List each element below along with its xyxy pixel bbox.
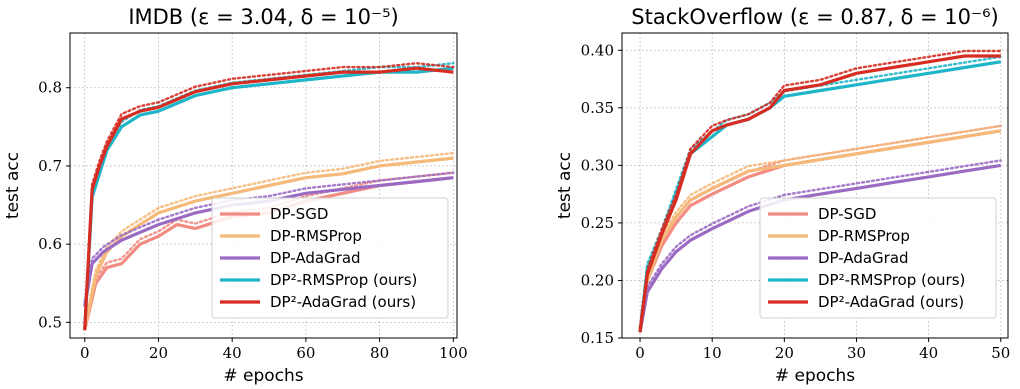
x-tick-label: 50 <box>991 344 1010 362</box>
y-tick-label: 0.40 <box>581 41 614 59</box>
legend-label: DP-SGD <box>818 205 876 223</box>
y-tick-label: 0.6 <box>38 235 62 253</box>
legend-label: DP-AdaGrad <box>818 249 909 267</box>
legend-label: DP-RMSProp <box>818 227 910 245</box>
x-tick-label: 40 <box>223 344 242 362</box>
legend: DP-SGD DP-RMSProp DP-AdaGrad DP²-RMSProp (o… <box>759 197 997 319</box>
y-axis-label: test acc <box>3 152 23 219</box>
y-tick-label: 0.30 <box>581 156 614 174</box>
plot-frame <box>621 32 1009 339</box>
y-tick-label: 0.25 <box>581 214 614 232</box>
x-tick-label: 30 <box>847 344 866 362</box>
legend: DP-SGD DP-RMSProp DP-AdaGrad DP²-RMSProp (o… <box>211 197 449 319</box>
legend-label: DP-SGD <box>270 205 328 223</box>
legend-label: DP²-RMSProp (ours) <box>818 271 965 289</box>
x-tick-label: 40 <box>919 344 938 362</box>
y-tick-label: 0.7 <box>38 157 62 175</box>
x-tick-label: 0 <box>80 344 90 362</box>
chart-title: StackOverflow (ε = 0.87, δ = 10⁻⁶) <box>631 5 998 29</box>
series-dotted-line <box>638 49 1002 329</box>
series-line <box>638 129 1002 333</box>
chart-imdb: 0 20 40 60 80 100 0.5 0.6 0.7 0.8 IMDB (ε = 3.04, … <box>3 5 468 386</box>
x-tick-label: 20 <box>149 344 168 362</box>
series-line <box>638 54 1001 333</box>
chart-title: IMDB (ε = 3.04, δ = 10⁻⁵) <box>128 5 398 29</box>
legend-label: DP²-AdaGrad (ours) <box>818 293 964 311</box>
series-line <box>83 66 454 331</box>
x-tick-label: 20 <box>775 344 794 362</box>
y-tick-label: 0.8 <box>38 79 62 97</box>
series-line <box>83 66 454 331</box>
x-tick-label: 0 <box>635 344 645 362</box>
y-tick-label: 0.15 <box>581 329 614 347</box>
x-tick-label: 80 <box>370 344 389 362</box>
x-tick-label: 100 <box>439 344 468 362</box>
legend-box <box>211 197 449 319</box>
legend-label: DP²-RMSProp (ours) <box>270 271 417 289</box>
x-axis-label: # epochs <box>223 366 303 386</box>
legend-box <box>759 197 997 319</box>
legend-label: DP-AdaGrad <box>270 249 361 267</box>
plot-frame <box>69 32 458 339</box>
series-dotted-line <box>83 171 455 327</box>
x-tick-label: 60 <box>296 344 315 362</box>
chart-stackoverflow: 0 10 20 30 40 50 0.15 0.20 0.25 0.30 0.35 0.40 Stack… <box>555 5 1010 386</box>
series-dotted-line <box>83 61 455 327</box>
y-tick-label: 0.5 <box>38 313 62 331</box>
x-tick-label: 10 <box>703 344 722 362</box>
legend-label: DP²-AdaGrad (ours) <box>270 293 416 311</box>
y-tick-label: 0.20 <box>581 271 614 289</box>
y-tick-label: 0.35 <box>581 99 614 117</box>
legend-label: DP-RMSProp <box>270 227 362 245</box>
x-axis-label: # epochs <box>775 366 855 386</box>
y-axis-label: test acc <box>555 152 575 219</box>
